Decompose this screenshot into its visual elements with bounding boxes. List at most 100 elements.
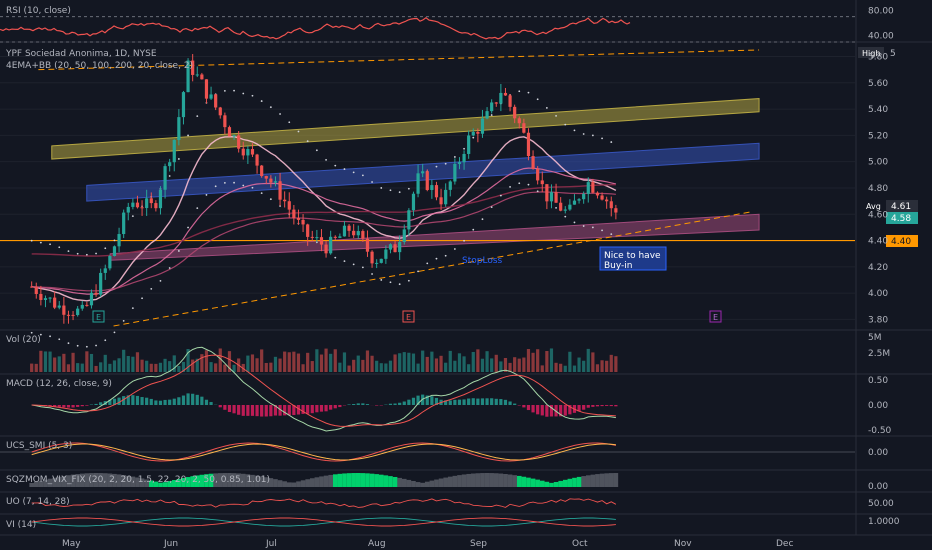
candle-body-10: [76, 308, 80, 316]
volume-bar-109: [531, 352, 535, 372]
volume-bar-96: [471, 351, 475, 372]
candle-body-76: [379, 258, 383, 263]
bb-lower-dot-18: [113, 331, 116, 334]
macd-hist-17: [108, 399, 112, 405]
bb-lower-dot-16: [104, 339, 107, 342]
macd-hist-102: [499, 399, 503, 405]
volume-bar-102: [499, 361, 503, 372]
macd-hist-99: [485, 398, 489, 405]
sqz-bar-12: [84, 473, 90, 487]
sqz-bar-0: [29, 483, 34, 487]
bb-upper-dot-66: [334, 164, 337, 167]
candle-body-7: [62, 305, 66, 315]
sqz-bar-41: [217, 473, 223, 487]
volume-bar-90: [444, 362, 448, 372]
volume-bar-65: [329, 353, 333, 372]
macd-hist-72: [361, 403, 365, 405]
candle-body-94: [462, 153, 466, 163]
macd-pane[interactable]: [31, 346, 618, 432]
avg-badge-label: Avg: [866, 202, 881, 211]
sqz-bar-125: [604, 473, 609, 487]
volume-bar-33: [181, 361, 186, 372]
sqz-bar-21: [125, 475, 131, 487]
candle-body-71: [356, 231, 360, 236]
sqz-bar-33: [181, 477, 186, 487]
vi-pane[interactable]: [31, 517, 616, 527]
time-axis[interactable]: May Jun Jul Aug Sep Oct Nov Dec: [62, 539, 793, 549]
bb-lower-dot-14: [95, 344, 97, 347]
volume-bar-111: [540, 365, 544, 372]
macd-hist-25: [145, 397, 149, 405]
volume-pane[interactable]: [30, 348, 618, 372]
sqz-bar-121: [585, 475, 591, 487]
sqz-bar-32: [176, 478, 182, 487]
earnings-marker-3[interactable]: E: [709, 310, 722, 323]
sqz-bar-52: [268, 478, 274, 487]
sqz-bar-39: [208, 473, 214, 487]
candle-body-90: [444, 189, 448, 205]
volume-bar-64: [324, 348, 328, 372]
earnings-marker-1[interactable]: E: [92, 310, 105, 323]
sqz-bar-107: [521, 476, 527, 487]
sqz-bar-38: [204, 474, 209, 487]
candle-body-88: [434, 185, 439, 198]
uo-pane[interactable]: [31, 498, 617, 508]
volume-bar-110: [536, 349, 540, 372]
sqz-bar-44: [231, 473, 237, 487]
resistance-dashed-line: [38, 49, 760, 71]
macd-hist-115: [559, 405, 563, 417]
last-price-badge: 4.58: [886, 212, 918, 224]
bb-lower-dot-78: [389, 281, 392, 284]
sqz-bar-117: [567, 478, 573, 487]
bb-lower-dot-102: [499, 194, 502, 197]
macd-hist-90: [444, 400, 448, 405]
sqz-bar-64: [323, 475, 329, 487]
candle-body-38: [204, 79, 209, 99]
volume-bar-29: [163, 358, 167, 372]
macd-hist-39: [209, 402, 213, 405]
sqz-bar-109: [530, 478, 536, 487]
macd-hist-123: [595, 405, 600, 407]
bb-upper-dot-60: [306, 140, 309, 143]
ucs-smi-pane[interactable]: [0, 442, 855, 462]
candle-body-74: [370, 251, 374, 264]
price-axis[interactable]: 3.80 4.00 4.20 4.40 4.60 4.80 5.00 5.20 5.40 5.60…: [868, 6, 900, 527]
sqz-bar-106: [516, 475, 522, 487]
rsi-pane[interactable]: [0, 16, 855, 43]
bb-upper-dot-76: [380, 187, 383, 189]
bb-upper-dot-12: [85, 253, 88, 256]
bb-lower-dot-12: [85, 345, 88, 348]
candle-body-103: [503, 92, 508, 96]
sqz-bar-30: [167, 481, 172, 487]
volume-bar-93: [457, 353, 462, 372]
sqz-bar-15: [98, 473, 103, 487]
sqz-bar-45: [236, 473, 241, 487]
macd-hist-31: [172, 398, 176, 405]
macd-hist-12: [85, 405, 89, 406]
sqz-bar-81: [401, 478, 407, 487]
volume-bar-42: [223, 364, 227, 372]
bb-lower-dot-36: [196, 207, 199, 210]
candle-body-47: [246, 149, 250, 156]
price-pane[interactable]: [0, 49, 855, 348]
macd-hist-45: [237, 405, 241, 415]
bb-upper-dot-96: [472, 136, 475, 139]
macd-signal-line: [31, 354, 616, 427]
candle-body-61: [310, 236, 314, 238]
candle-body-25: [145, 198, 149, 209]
candle-body-120: [582, 193, 586, 200]
pane-separators: [0, 0, 932, 536]
sqz-bar-85: [420, 482, 425, 487]
bb-lower-dot-24: [141, 297, 143, 300]
volume-bar-17: [108, 363, 112, 372]
sqzmom-pane[interactable]: [29, 473, 619, 487]
candle-body-125: [605, 199, 609, 202]
macd-hist-4: [48, 405, 52, 407]
sqz-bar-49: [254, 475, 260, 487]
bb-upper-dot-100: [490, 114, 493, 116]
bb-upper-dot-42: [223, 89, 226, 92]
earnings-marker-2[interactable]: E: [402, 310, 415, 323]
volume-bar-24: [140, 359, 144, 372]
bb-upper-dot-32: [177, 158, 180, 160]
